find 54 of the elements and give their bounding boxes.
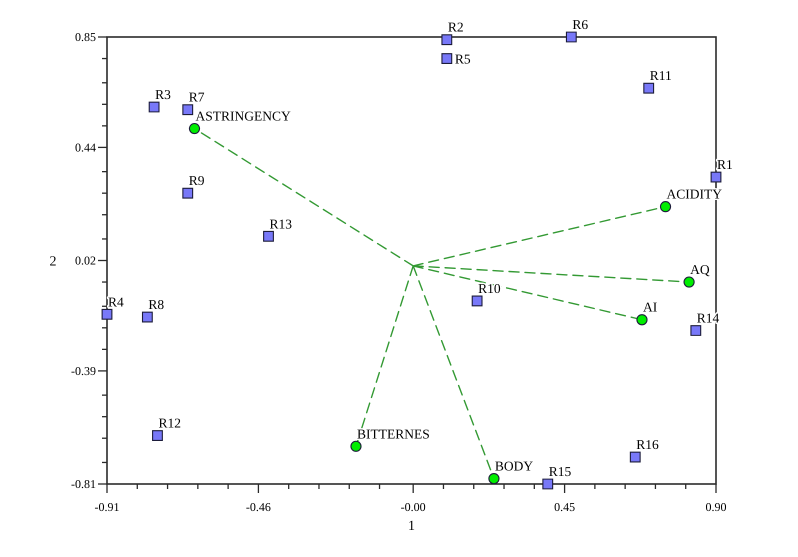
- point: [152, 430, 163, 441]
- point: [542, 478, 554, 490]
- point: [636, 314, 648, 326]
- annotation: R11: [650, 68, 672, 84]
- point: [350, 440, 362, 452]
- point: [488, 473, 500, 484]
- annotation: ASTRINGENCY: [195, 108, 291, 124]
- annotation: R1: [717, 157, 733, 172]
- point: [690, 325, 702, 336]
- point: [182, 104, 194, 116]
- y-tick-label: -0.39: [71, 364, 96, 378]
- point: [142, 312, 153, 322]
- annotation: AI: [642, 300, 658, 315]
- point: [630, 452, 641, 462]
- point: [710, 172, 722, 182]
- annotation: R3: [155, 87, 172, 102]
- point: [441, 34, 452, 46]
- point: [148, 102, 160, 112]
- annotation: R8: [148, 297, 164, 312]
- annotation: R10: [478, 280, 501, 296]
- x-tick-label: -0.91: [94, 500, 120, 514]
- x-tick-label: 0.45: [554, 500, 576, 514]
- annotation: R15: [548, 464, 572, 479]
- annotation: R13: [270, 216, 292, 232]
- y-tick-label: 0.85: [75, 30, 96, 44]
- x-axis-title: 1: [408, 519, 415, 534]
- annotation: R6: [572, 17, 588, 32]
- point: [472, 295, 483, 306]
- point: [188, 122, 200, 134]
- y-axis-title: 2: [50, 254, 56, 270]
- point: [102, 308, 112, 320]
- annotation: R16: [636, 437, 660, 452]
- point: [182, 188, 194, 199]
- y-tick-label: 0.44: [75, 140, 96, 155]
- annotation: R5: [454, 52, 471, 67]
- annotation: AQ: [690, 262, 710, 278]
- x-tick-label: -0.46: [246, 500, 271, 514]
- annotation: R4: [108, 294, 124, 310]
- annotation: BODY: [494, 458, 534, 474]
- x-tick-label: 0.90: [706, 500, 726, 514]
- point: [263, 230, 274, 242]
- annotation: R9: [188, 173, 205, 188]
- annotation: R12: [158, 416, 181, 431]
- annotation: BITTERNES: [356, 426, 430, 442]
- y-tick-label: 0.02: [75, 254, 96, 268]
- point: [566, 32, 577, 42]
- point: [441, 53, 452, 64]
- y-tick-label: -0.81: [71, 477, 96, 492]
- annotation: R2: [448, 20, 464, 35]
- point: [643, 82, 654, 94]
- x-tick-label: -0.00: [400, 500, 426, 514]
- point: [683, 276, 695, 288]
- point: [660, 201, 672, 212]
- annotation: R7: [188, 90, 205, 105]
